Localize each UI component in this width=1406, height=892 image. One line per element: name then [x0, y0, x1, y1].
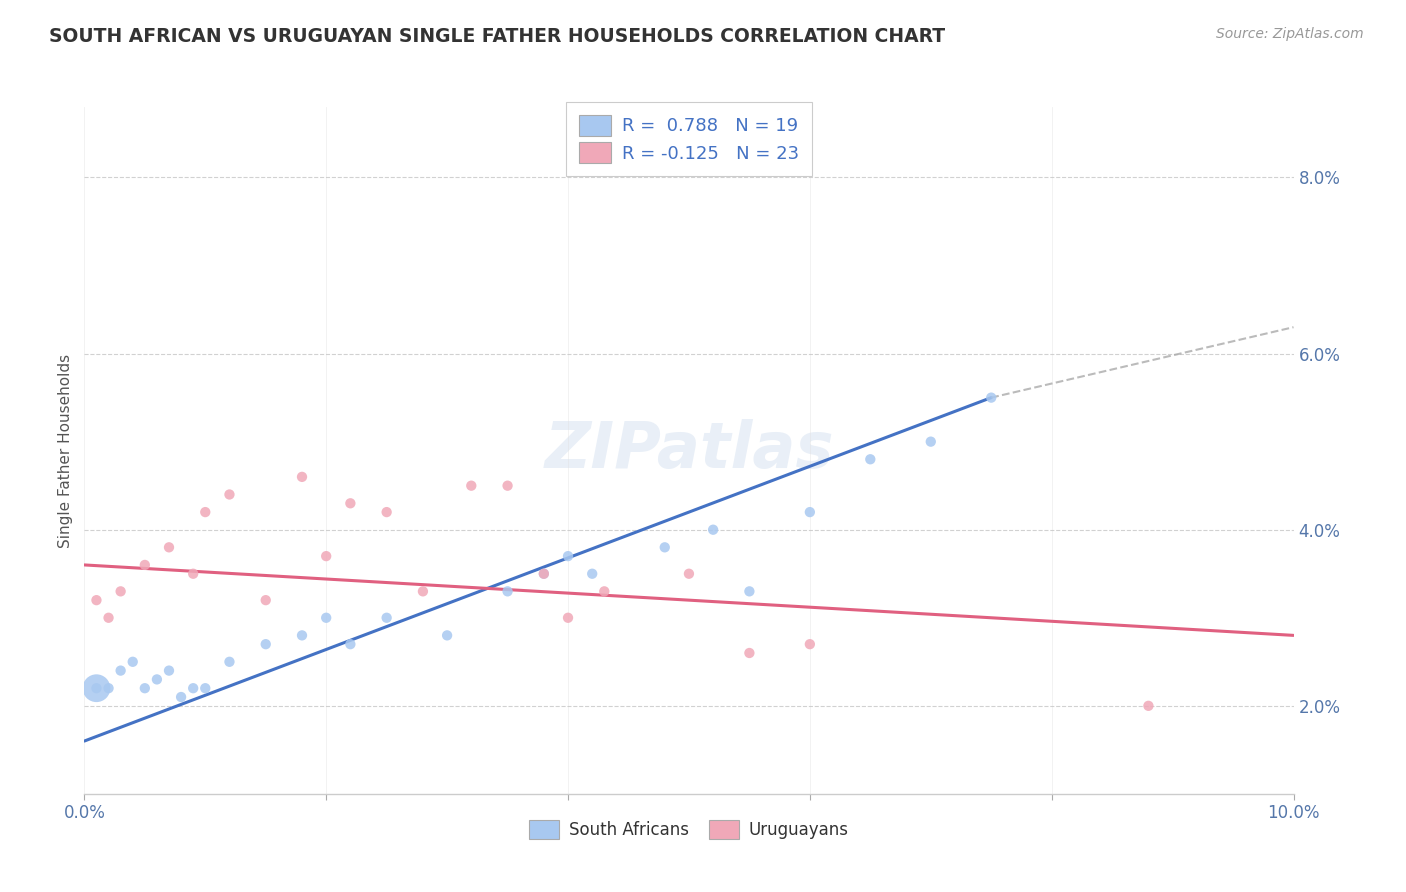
Y-axis label: Single Father Households: Single Father Households — [58, 353, 73, 548]
Point — [86, 681, 108, 696]
Point — [315, 549, 337, 563]
Point — [533, 566, 555, 581]
Point — [496, 478, 519, 492]
Point — [254, 593, 277, 607]
Text: Source: ZipAtlas.com: Source: ZipAtlas.com — [1216, 27, 1364, 41]
Point — [799, 637, 821, 651]
Point — [533, 566, 555, 581]
Point — [678, 566, 700, 581]
Point — [412, 584, 434, 599]
Point — [181, 681, 204, 696]
Point — [194, 505, 217, 519]
Point — [170, 690, 193, 704]
Point — [496, 584, 519, 599]
Point — [557, 549, 579, 563]
Point — [110, 664, 132, 678]
Point — [557, 611, 579, 625]
Point — [86, 681, 108, 696]
Point — [157, 664, 180, 678]
Point — [146, 673, 169, 687]
Point — [110, 584, 132, 599]
Point — [194, 681, 217, 696]
Point — [86, 593, 108, 607]
Point — [134, 681, 156, 696]
Text: ZIPatlas: ZIPatlas — [544, 419, 834, 482]
Point — [218, 655, 240, 669]
Point — [436, 628, 458, 642]
Point — [593, 584, 616, 599]
Point — [702, 523, 724, 537]
Point — [738, 584, 761, 599]
Point — [799, 505, 821, 519]
Point — [980, 391, 1002, 405]
Point — [291, 470, 314, 484]
Point — [375, 505, 398, 519]
Point — [460, 478, 482, 492]
Point — [315, 611, 337, 625]
Point — [375, 611, 398, 625]
Text: SOUTH AFRICAN VS URUGUAYAN SINGLE FATHER HOUSEHOLDS CORRELATION CHART: SOUTH AFRICAN VS URUGUAYAN SINGLE FATHER… — [49, 27, 945, 45]
Point — [339, 637, 361, 651]
Point — [339, 496, 361, 510]
Point — [581, 566, 603, 581]
Point — [254, 637, 277, 651]
Point — [859, 452, 882, 467]
Point — [291, 628, 314, 642]
Legend: South Africans, Uruguayans: South Africans, Uruguayans — [520, 812, 858, 847]
Point — [134, 558, 156, 572]
Point — [654, 541, 676, 555]
Point — [121, 655, 143, 669]
Point — [97, 681, 120, 696]
Point — [920, 434, 942, 449]
Point — [738, 646, 761, 660]
Point — [181, 566, 204, 581]
Point — [157, 541, 180, 555]
Point — [1137, 698, 1160, 713]
Point — [218, 487, 240, 501]
Point — [97, 611, 120, 625]
